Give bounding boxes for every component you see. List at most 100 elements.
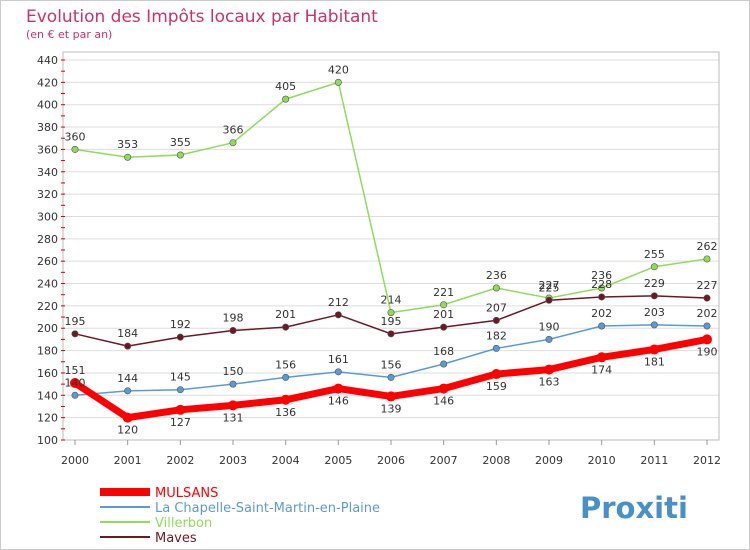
series-point-0 bbox=[649, 344, 660, 355]
series-point-0 bbox=[438, 383, 449, 394]
data-labels: 151 120 127 131 136 146 139 146 159 163 174 181 190 1… bbox=[65, 63, 718, 436]
x-tick-label: 2008 bbox=[482, 454, 510, 467]
y-tick-label: 340 bbox=[37, 166, 58, 179]
data-label: 225 bbox=[539, 281, 560, 294]
series-point-1 bbox=[71, 391, 79, 399]
series-point-0 bbox=[70, 378, 80, 388]
series-point-1 bbox=[650, 321, 658, 329]
data-label: 355 bbox=[170, 136, 191, 149]
series-point-0 bbox=[280, 394, 291, 405]
y-tick-label: 160 bbox=[37, 367, 58, 380]
series-point-1 bbox=[176, 386, 184, 394]
y-tick-label: 300 bbox=[37, 210, 58, 223]
x-tick-label: 2004 bbox=[272, 454, 300, 467]
data-label: 236 bbox=[486, 269, 507, 282]
data-label: 190 bbox=[539, 320, 560, 333]
series-point-3 bbox=[598, 293, 606, 301]
y-tick-label: 260 bbox=[37, 255, 58, 268]
series-point-3 bbox=[703, 294, 711, 302]
x-tick-label: 2003 bbox=[219, 454, 247, 467]
data-label: 139 bbox=[381, 402, 402, 415]
series-point-3 bbox=[124, 342, 132, 350]
data-label: 163 bbox=[539, 376, 560, 389]
series-point-1 bbox=[440, 360, 448, 368]
series-point-0 bbox=[491, 369, 502, 380]
series-point-2 bbox=[598, 284, 606, 292]
data-label: 140 bbox=[65, 376, 86, 389]
data-label: 131 bbox=[223, 411, 244, 424]
series-point-2 bbox=[334, 78, 342, 86]
y-tick-label: 180 bbox=[37, 345, 58, 358]
y-tick-label: 240 bbox=[37, 278, 58, 291]
series-point-3 bbox=[334, 311, 342, 319]
proxiti-logo: Proxiti bbox=[580, 491, 688, 525]
series-point-2 bbox=[492, 284, 500, 292]
data-label: 181 bbox=[644, 355, 665, 368]
x-tick-label: 2011 bbox=[640, 454, 668, 467]
x-tick-label: 2000 bbox=[61, 454, 89, 467]
data-label: 360 bbox=[65, 130, 86, 143]
data-label: 146 bbox=[328, 395, 349, 408]
series-point-2 bbox=[229, 139, 237, 147]
data-label: 227 bbox=[539, 279, 560, 292]
y-tick-label: 220 bbox=[37, 300, 58, 313]
data-label: 184 bbox=[117, 327, 138, 340]
data-label: 195 bbox=[65, 315, 86, 328]
series-point-0 bbox=[544, 364, 554, 375]
data-label: 201 bbox=[275, 308, 296, 321]
data-label: 227 bbox=[697, 279, 718, 292]
x-tick-label: 2010 bbox=[588, 454, 616, 467]
series-point-1 bbox=[387, 373, 395, 381]
y-tick-label: 400 bbox=[37, 99, 58, 112]
x-tick-label: 2002 bbox=[166, 454, 194, 467]
axes: 100 120 140 160 180 200 220 240 260 280 300 320 340 3… bbox=[37, 51, 721, 467]
series-point-3 bbox=[545, 296, 553, 304]
series-point-2 bbox=[71, 145, 79, 153]
series-point-2 bbox=[440, 301, 448, 309]
series-point-0 bbox=[228, 400, 238, 411]
series-point-3 bbox=[176, 333, 184, 341]
series-point-2 bbox=[703, 255, 711, 263]
proxiti-logo-text: Proxiti bbox=[580, 491, 688, 525]
series-point-0 bbox=[702, 334, 712, 345]
data-label: 182 bbox=[486, 329, 507, 342]
series-point-0 bbox=[386, 391, 396, 402]
series-point-2 bbox=[124, 153, 132, 161]
y-tick-label: 420 bbox=[37, 76, 58, 89]
data-label: 159 bbox=[486, 380, 507, 393]
series-point-2 bbox=[282, 95, 290, 103]
series-point-3 bbox=[440, 323, 448, 331]
y-tick-label: 320 bbox=[37, 188, 58, 201]
x-tick-label: 2012 bbox=[693, 454, 721, 467]
x-tick-label: 2005 bbox=[324, 454, 352, 467]
series-point-1 bbox=[492, 344, 500, 352]
y-tick-label: 440 bbox=[37, 54, 58, 67]
legend-label-0: MULSANS bbox=[155, 486, 218, 501]
y-tick-label: 280 bbox=[37, 233, 58, 246]
data-label: 228 bbox=[591, 278, 612, 291]
x-tick-label: 2001 bbox=[114, 454, 142, 467]
chart-title: Evolution des Impôts locaux par Habitant bbox=[26, 7, 378, 27]
series-point-3 bbox=[387, 330, 395, 338]
data-label: 151 bbox=[65, 364, 86, 377]
data-label: 190 bbox=[697, 345, 718, 358]
series-point-3 bbox=[229, 326, 237, 334]
data-label: 203 bbox=[644, 306, 665, 319]
series-point-1 bbox=[598, 322, 606, 330]
data-label: 236 bbox=[591, 269, 612, 282]
data-label: 198 bbox=[223, 311, 244, 324]
series-point-3 bbox=[492, 316, 500, 324]
data-label: 127 bbox=[170, 416, 191, 429]
legend-label-2: Villerbon bbox=[155, 516, 212, 531]
data-label: 366 bbox=[223, 124, 244, 137]
data-label: 156 bbox=[381, 358, 402, 371]
y-tick-label: 100 bbox=[37, 434, 58, 447]
series-point-2 bbox=[387, 309, 395, 317]
data-label: 420 bbox=[328, 63, 349, 76]
x-tick-label: 2009 bbox=[535, 454, 563, 467]
series-point-0 bbox=[175, 404, 186, 415]
series-point-2 bbox=[176, 151, 184, 159]
data-label: 150 bbox=[223, 365, 244, 378]
